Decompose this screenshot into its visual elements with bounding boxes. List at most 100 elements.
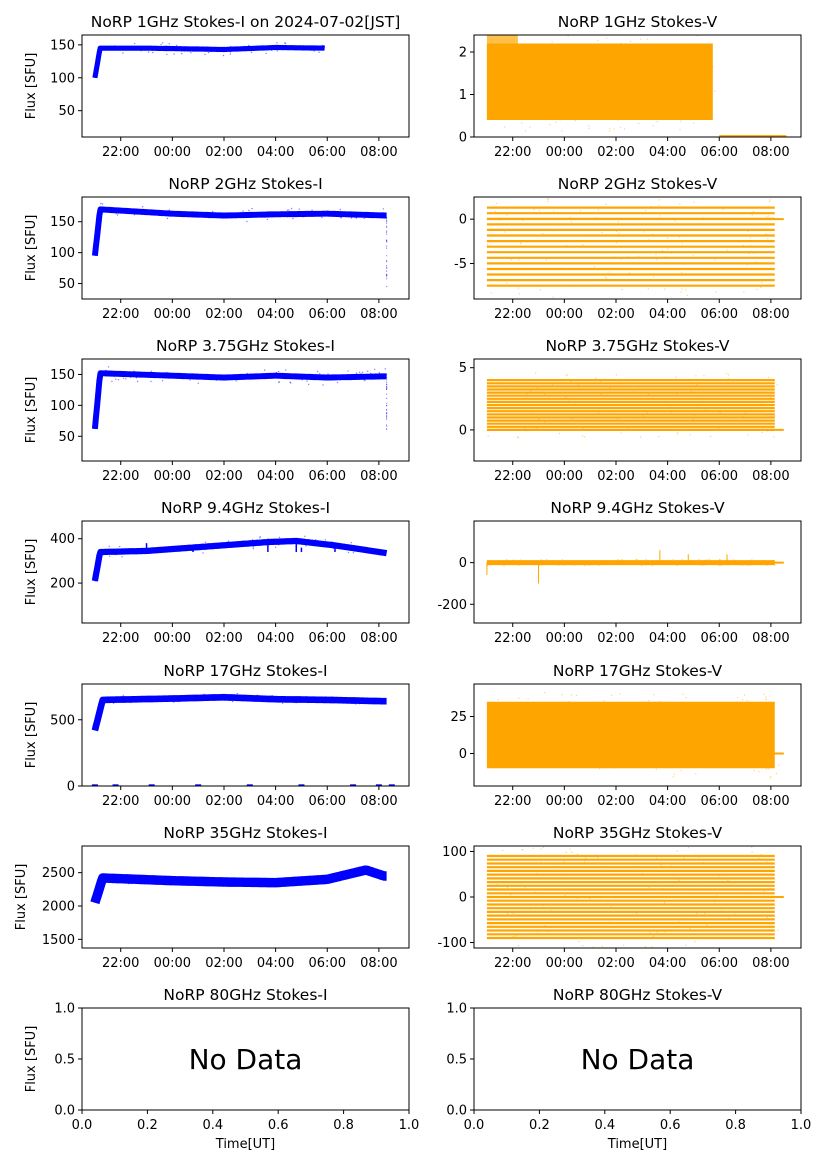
data-point xyxy=(536,45,538,47)
data-point xyxy=(640,755,643,758)
data-point xyxy=(726,752,728,754)
y-tick-label: 50 xyxy=(58,277,75,292)
y-axis-label: Flux [SFU] xyxy=(24,377,39,444)
data-point xyxy=(553,84,555,86)
data-point xyxy=(276,42,278,44)
x-tick-label: 0.2 xyxy=(137,1118,158,1133)
data-point xyxy=(714,90,716,93)
data-point xyxy=(488,739,490,742)
data-point xyxy=(570,694,573,696)
data-point xyxy=(553,720,555,722)
data-point xyxy=(169,697,171,699)
data-point xyxy=(631,47,633,49)
data-point xyxy=(540,848,542,850)
data-point xyxy=(558,83,561,86)
data-point xyxy=(624,274,627,276)
data-point xyxy=(113,698,116,700)
data-point xyxy=(386,278,388,280)
data-point xyxy=(114,45,116,47)
data-point xyxy=(567,428,569,430)
data-point xyxy=(672,776,674,778)
data-point xyxy=(352,698,354,700)
data-point xyxy=(550,561,552,564)
data-point xyxy=(605,203,607,206)
data-point xyxy=(613,561,616,563)
data-point xyxy=(634,755,636,757)
data-point xyxy=(642,89,644,92)
data-point xyxy=(152,879,154,881)
data-point xyxy=(765,708,767,710)
data-point xyxy=(621,75,623,78)
data-point xyxy=(292,217,294,220)
data-point xyxy=(651,565,654,567)
data-point xyxy=(386,285,388,288)
data-point xyxy=(652,756,654,758)
data-point xyxy=(373,702,375,704)
data-point xyxy=(591,234,593,236)
y-axis-label: Flux [SFU] xyxy=(24,539,39,606)
x-tick-label: 0.0 xyxy=(464,1118,485,1133)
data-point xyxy=(612,412,615,415)
data-point xyxy=(757,263,760,265)
data-point xyxy=(609,921,611,923)
data-point xyxy=(765,699,767,701)
data-point xyxy=(102,876,104,878)
data-point xyxy=(230,882,233,885)
data-point xyxy=(258,544,260,546)
data-point xyxy=(254,46,256,48)
data-point xyxy=(207,48,209,51)
data-point xyxy=(706,93,708,95)
data-point xyxy=(554,274,556,276)
data-point xyxy=(588,858,590,861)
data-point xyxy=(591,739,593,741)
data-point xyxy=(386,231,388,233)
data-point xyxy=(556,729,558,732)
data-point xyxy=(313,876,315,878)
data-point xyxy=(386,385,388,387)
data-point xyxy=(530,385,532,388)
data-point xyxy=(355,215,358,217)
data-point xyxy=(767,238,769,240)
data-point xyxy=(629,749,631,751)
data-point xyxy=(558,564,560,566)
data-point xyxy=(676,431,679,434)
data-point xyxy=(368,549,370,551)
data-point xyxy=(580,922,582,924)
data-point xyxy=(650,205,652,208)
data-point xyxy=(142,550,144,552)
data-point xyxy=(672,559,674,561)
data-point xyxy=(756,267,759,270)
data-point xyxy=(508,207,510,209)
data-point xyxy=(631,81,633,84)
data-point xyxy=(541,233,544,235)
data-point xyxy=(610,906,612,908)
data-point xyxy=(602,562,604,564)
panel-title: NoRP 35GHz Stokes-I xyxy=(163,824,327,842)
y-tick-label: 0 xyxy=(459,556,467,571)
data-point xyxy=(140,699,142,701)
data-point xyxy=(679,203,681,205)
data-point xyxy=(275,372,277,374)
y-tick-label: 100 xyxy=(50,246,75,261)
data-point xyxy=(603,726,605,728)
data-point xyxy=(302,46,304,49)
data-point xyxy=(501,849,504,852)
data-point xyxy=(214,880,217,882)
data-point xyxy=(159,698,162,701)
plot-frame xyxy=(81,520,410,624)
panel-title: NoRP 80GHz Stokes-I xyxy=(163,986,327,1004)
data-point xyxy=(221,696,223,698)
data-point xyxy=(621,74,624,76)
data-point xyxy=(506,282,508,284)
data-point xyxy=(111,874,113,876)
data-point xyxy=(171,696,173,699)
data-point xyxy=(95,898,97,901)
series-ramp xyxy=(93,704,102,731)
data-point xyxy=(767,730,769,733)
data-point xyxy=(279,45,281,47)
data-point xyxy=(583,744,586,746)
data-point xyxy=(109,555,111,557)
data-point xyxy=(643,761,645,763)
data-point xyxy=(236,697,238,700)
data-point xyxy=(278,880,280,882)
